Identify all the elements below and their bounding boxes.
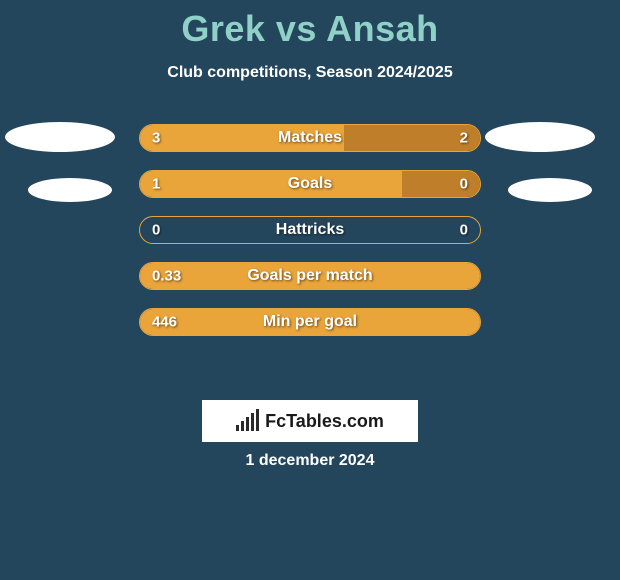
stat-right-value: 0 bbox=[460, 176, 468, 193]
stat-row: 1 Goals 0 bbox=[139, 170, 481, 198]
stat-left-value: 1 bbox=[152, 176, 160, 193]
stat-label: Min per goal bbox=[263, 313, 357, 331]
logo-bar-segment bbox=[236, 425, 239, 431]
stat-fill-left bbox=[140, 171, 402, 197]
stat-left-value: 3 bbox=[152, 130, 160, 147]
stat-label: Goals per match bbox=[247, 267, 372, 285]
logo-text: FcTables.com bbox=[265, 411, 384, 432]
logo-bar-segment bbox=[246, 417, 249, 431]
date-label: 1 december 2024 bbox=[0, 452, 620, 470]
decorative-ellipse bbox=[485, 122, 595, 152]
logo-bar-segment bbox=[256, 409, 259, 431]
stat-row: 446 Min per goal bbox=[139, 308, 481, 336]
stat-left-value: 0.33 bbox=[152, 268, 181, 285]
page-title: Grek vs Ansah bbox=[0, 0, 620, 50]
subtitle: Club competitions, Season 2024/2025 bbox=[0, 64, 620, 82]
stat-left-value: 0 bbox=[152, 222, 160, 239]
stat-right-value: 2 bbox=[460, 130, 468, 147]
decorative-ellipse bbox=[508, 178, 592, 202]
logo-bar-segment bbox=[241, 421, 244, 431]
stat-label: Hattricks bbox=[276, 221, 344, 239]
stat-fill-right bbox=[402, 171, 480, 197]
stat-row: 0.33 Goals per match bbox=[139, 262, 481, 290]
stat-label: Goals bbox=[288, 175, 332, 193]
stat-row: 0 Hattricks 0 bbox=[139, 216, 481, 244]
stat-right-value: 0 bbox=[460, 222, 468, 239]
stat-label: Matches bbox=[278, 129, 342, 147]
logo-bar-segment bbox=[251, 413, 254, 431]
stat-left-value: 446 bbox=[152, 314, 177, 331]
decorative-ellipse bbox=[5, 122, 115, 152]
logo-box: FcTables.com bbox=[202, 400, 418, 442]
decorative-ellipse bbox=[28, 178, 112, 202]
logo-bars-icon bbox=[236, 411, 259, 431]
stat-row: 3 Matches 2 bbox=[139, 124, 481, 152]
